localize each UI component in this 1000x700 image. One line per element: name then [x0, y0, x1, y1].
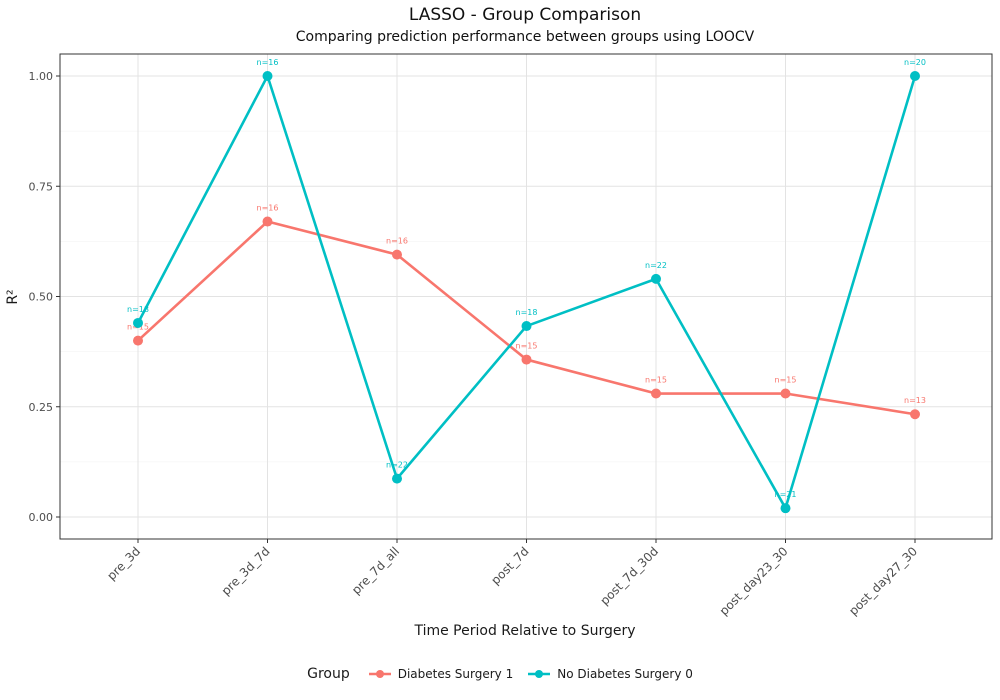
data-point	[392, 473, 402, 484]
data-point	[521, 354, 532, 365]
data-point	[392, 249, 402, 260]
series-layer: n=15n=16n=16n=15n=15n=15n=13n=18n=16n=22…	[127, 58, 926, 514]
data-point	[133, 317, 143, 328]
x-tick-label: post_day23_30	[717, 544, 791, 618]
legend-label-diabetes: Diabetes Surgery 1	[397, 667, 514, 681]
x-axis-title: Time Period Relative to Surgery	[413, 623, 635, 639]
data-point	[780, 388, 791, 399]
panel-border	[59, 53, 993, 540]
x-tick-label: pre_7d_all	[349, 544, 402, 597]
sample-size-label: n=22	[645, 261, 667, 270]
x-tick-label: post_7d_30d	[597, 544, 661, 608]
sample-size-label: n=18	[127, 305, 149, 314]
sample-size-label: n=15	[516, 342, 538, 351]
sample-size-label: n=15	[645, 376, 667, 385]
y-tick-label: 0.00	[29, 511, 54, 524]
x-tick-label: post_day27_30	[846, 544, 920, 618]
y-tick-label: 1.00	[29, 70, 54, 83]
sample-size-label: n=16	[257, 204, 279, 213]
grid	[60, 54, 992, 539]
legend-item-diabetes: Diabetes Surgery 1	[368, 667, 514, 681]
sample-size-label: n=20	[904, 58, 926, 67]
data-point	[133, 335, 143, 346]
data-point	[262, 71, 273, 81]
x-tick-label: pre_3d_7d	[219, 544, 273, 598]
data-point	[651, 273, 661, 284]
legend-key-no-diabetes	[528, 670, 551, 678]
x-tick-label: post_7d	[488, 544, 531, 587]
sample-size-label: n=18	[516, 308, 538, 317]
sample-size-label: n=13	[904, 396, 926, 405]
chart-subtitle: Comparing prediction performance between…	[295, 29, 755, 45]
chart-title: LASSO - Group Comparison	[408, 5, 642, 25]
sample-size-label: n=16	[386, 237, 408, 246]
line-chart: 0.00 0.25 0.50 0.75 1.00 pre_3d pre_3d_7d pre_7…	[5, 53, 993, 639]
series-no-diabetes: n=18 n=16 n=22 n=18 n=22 n=21 n=20	[127, 58, 926, 514]
x-tick-label: pre_3d	[104, 544, 143, 583]
data-point	[780, 503, 791, 514]
sample-size-label: n=21	[775, 490, 797, 499]
axes: 0.00 0.25 0.50 0.75 1.00 pre_3d pre_3d_7d pre_7…	[29, 53, 993, 618]
legend-key-diabetes	[368, 670, 391, 678]
y-tick-label: 0.75	[29, 180, 54, 193]
legend: Group Diabetes Surgery 1 No Diabetes Sur…	[0, 662, 1000, 686]
series-diabetes: n=15n=16n=16n=15n=15n=15n=13	[127, 204, 926, 420]
data-point	[910, 71, 920, 81]
data-point	[521, 321, 532, 332]
sample-size-label: n=22	[386, 461, 408, 470]
data-point	[262, 216, 273, 227]
legend-label-no-diabetes: No Diabetes Surgery 0	[557, 667, 693, 681]
legend-title: Group	[307, 666, 350, 682]
sample-size-label: n=15	[775, 376, 797, 385]
y-tick-label: 0.25	[29, 401, 54, 414]
data-point	[651, 388, 661, 399]
y-tick-label: 0.50	[29, 291, 54, 304]
data-point	[910, 409, 920, 420]
y-axis-title: R²	[5, 289, 21, 304]
sample-size-label: n=16	[257, 58, 279, 67]
legend-item-no-diabetes: No Diabetes Surgery 0	[527, 667, 693, 681]
